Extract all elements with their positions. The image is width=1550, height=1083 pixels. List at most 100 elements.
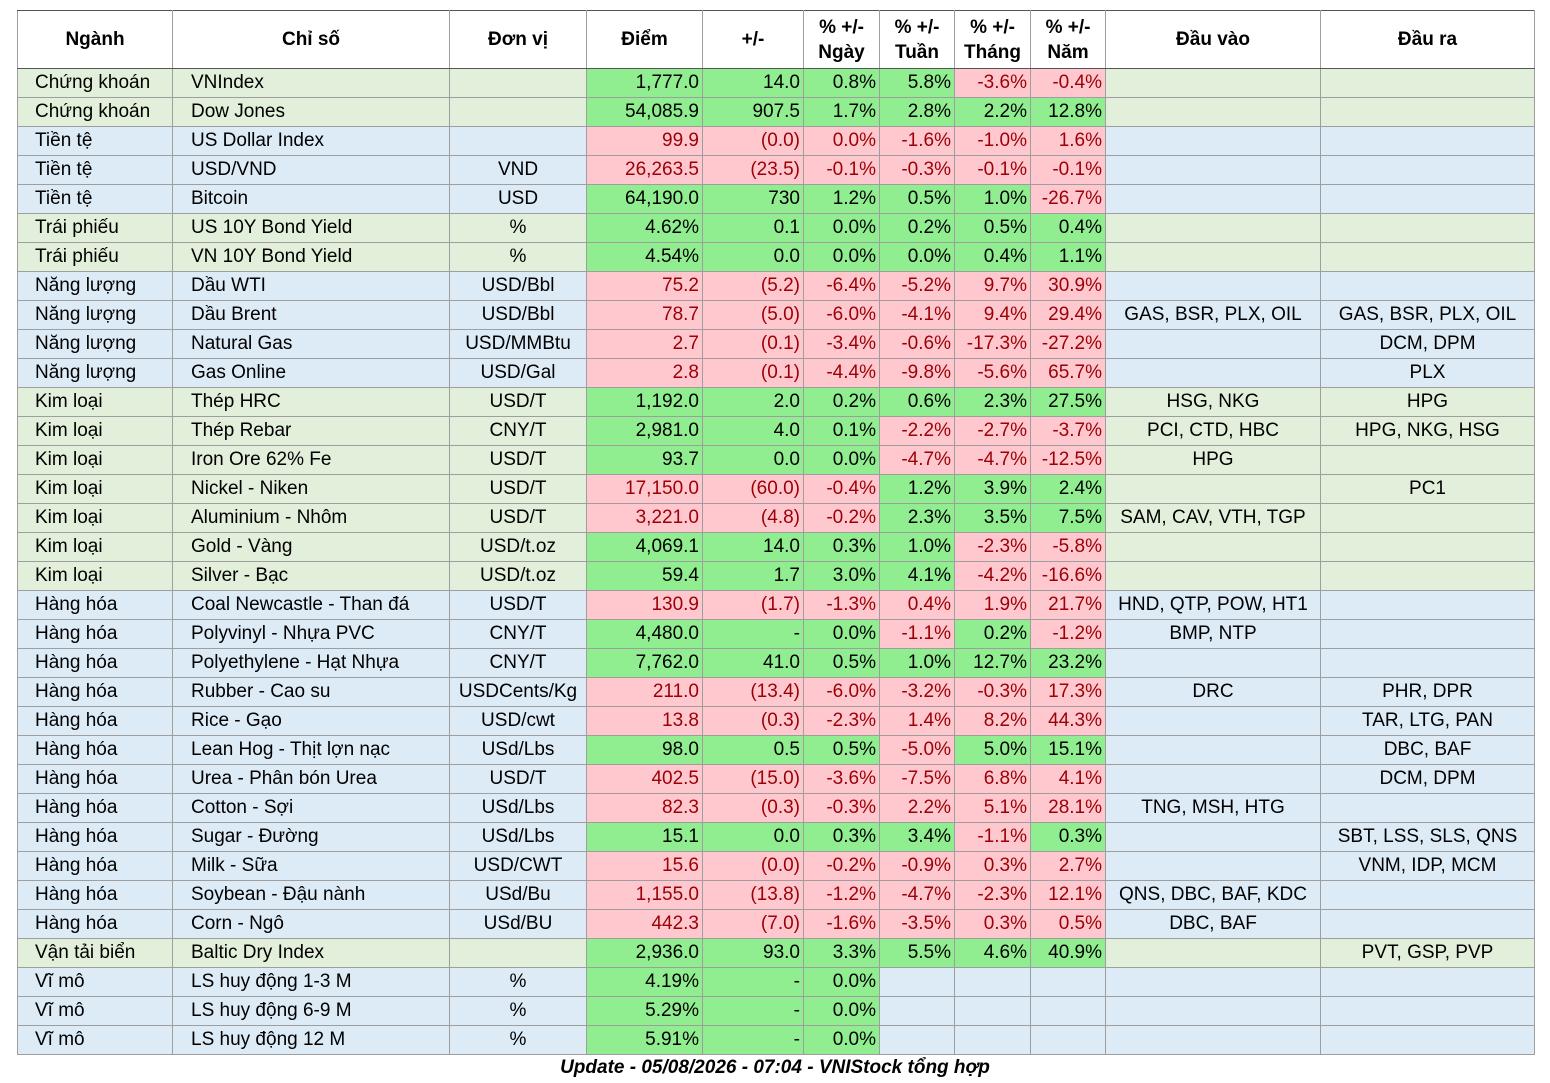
cell-index: Bitcoin <box>172 184 450 214</box>
cell-input: SAM, CAV, VTH, TGP <box>1105 503 1321 533</box>
cell-day: 3.0% <box>803 561 880 591</box>
header-pct-week: % +/- Tuần <box>879 10 955 69</box>
cell-unit: USD/Bbl <box>449 300 587 330</box>
cell-output <box>1320 242 1535 272</box>
header-pct-day: % +/- Ngày <box>803 10 880 69</box>
cell-month: 8.2% <box>954 706 1031 736</box>
cell-month: 0.3% <box>954 851 1031 881</box>
cell-output: PVT, GSP, PVP <box>1320 938 1535 968</box>
header-index: Chỉ số <box>172 10 450 69</box>
table-row: Năng lượng Natural Gas USD/MMBtu 2.7 (0.1) -3… <box>17 329 1535 359</box>
cell-unit: % <box>449 1025 587 1055</box>
cell-day: -6.4% <box>803 271 880 301</box>
cell-point: 2,981.0 <box>586 416 703 446</box>
cell-year: 15.1% <box>1030 735 1106 765</box>
cell-month: 2.3% <box>954 387 1031 417</box>
cell-output <box>1320 561 1535 591</box>
cell-change: - <box>702 1025 804 1055</box>
cell-day: -0.3% <box>803 793 880 823</box>
cell-year: 2.7% <box>1030 851 1106 881</box>
cell-change: (0.1) <box>702 358 804 388</box>
cell-unit: % <box>449 213 587 243</box>
cell-unit: USD/CWT <box>449 851 587 881</box>
cell-point: 442.3 <box>586 909 703 939</box>
cell-change: (4.8) <box>702 503 804 533</box>
cell-month: 9.4% <box>954 300 1031 330</box>
cell-change: (60.0) <box>702 474 804 504</box>
cell-year: -26.7% <box>1030 184 1106 214</box>
cell-output <box>1320 68 1535 98</box>
cell-week: 0.6% <box>879 387 955 417</box>
table-row: Hàng hóa Rice - Gạo USD/cwt 13.8 (0.3) -2.3% 1… <box>17 706 1535 736</box>
cell-output <box>1320 184 1535 214</box>
cell-point: 3,221.0 <box>586 503 703 533</box>
header-output: Đầu ra <box>1320 10 1535 69</box>
cell-day: 0.5% <box>803 735 880 765</box>
cell-input <box>1105 967 1321 997</box>
cell-output: PHR, DPR <box>1320 677 1535 707</box>
cell-month: -4.2% <box>954 561 1031 591</box>
cell-change: (5.2) <box>702 271 804 301</box>
table-row: Hàng hóa Rubber - Cao su USDCents/Kg 211.0(… <box>17 677 1535 707</box>
cell-month: 0.4% <box>954 242 1031 272</box>
cell-index: Rice - Gạo <box>172 706 450 736</box>
header-change: +/- <box>702 10 804 69</box>
cell-sector: Hàng hóa <box>17 793 173 823</box>
cell-unit: USD/T <box>449 474 587 504</box>
cell-week: -0.9% <box>879 851 955 881</box>
cell-month <box>954 967 1031 997</box>
header-point: Điểm <box>586 10 703 69</box>
cell-change: 2.0 <box>702 387 804 417</box>
table-row: Tiền tệ USD/VND VND 26,263.5 (23.5) -0.1% -0.3… <box>17 155 1535 185</box>
cell-point: 64,190.0 <box>586 184 703 214</box>
cell-input: HSG, NKG <box>1105 387 1321 417</box>
table-row: Hàng hóa Milk - Sữa USD/CWT 15.6 (0.0) -0.2% -… <box>17 851 1535 881</box>
cell-sector: Chứng khoán <box>17 97 173 127</box>
cell-input: TNG, MSH, HTG <box>1105 793 1321 823</box>
table-row: Vĩ mô LS huy động 1-3 M% 4.19% -0.0% <box>17 967 1535 997</box>
cell-point: 59.4 <box>586 561 703 591</box>
cell-input <box>1105 764 1321 794</box>
cell-index: Rubber - Cao su <box>172 677 450 707</box>
cell-year <box>1030 996 1106 1026</box>
cell-point: 98.0 <box>586 735 703 765</box>
cell-day: 0.0% <box>803 242 880 272</box>
cell-day: -1.6% <box>803 909 880 939</box>
cell-index: LS huy động 12 M <box>172 1025 450 1055</box>
cell-sector: Kim loại <box>17 416 173 446</box>
cell-sector: Tiền tệ <box>17 155 173 185</box>
cell-unit: CNY/T <box>449 619 587 649</box>
cell-index: Dầu Brent <box>172 300 450 330</box>
cell-input <box>1105 532 1321 562</box>
cell-index: VN 10Y Bond Yield <box>172 242 450 272</box>
cell-day: -0.4% <box>803 474 880 504</box>
table-row: Hàng hóa Polyethylene - Hạt Nhựa CNY/T 7,76… <box>17 648 1535 678</box>
cell-year: 30.9% <box>1030 271 1106 301</box>
table-row: Vĩ mô LS huy động 6-9 M% 5.29% -0.0% <box>17 996 1535 1026</box>
cell-output <box>1320 996 1535 1026</box>
cell-year: 28.1% <box>1030 793 1106 823</box>
cell-year: 1.1% <box>1030 242 1106 272</box>
cell-week: -5.2% <box>879 271 955 301</box>
cell-day: 0.3% <box>803 532 880 562</box>
cell-year: 27.5% <box>1030 387 1106 417</box>
header-input: Đầu vào <box>1105 10 1321 69</box>
cell-day: 0.5% <box>803 648 880 678</box>
cell-sector: Hàng hóa <box>17 677 173 707</box>
cell-year: -12.5% <box>1030 445 1106 475</box>
cell-unit: USD/T <box>449 764 587 794</box>
cell-index: Sugar - Đường <box>172 822 450 852</box>
cell-point: 5.29% <box>586 996 703 1026</box>
cell-point: 93.7 <box>586 445 703 475</box>
cell-year <box>1030 967 1106 997</box>
cell-index: Natural Gas <box>172 329 450 359</box>
cell-index: US Dollar Index <box>172 126 450 156</box>
cell-index: Aluminium - Nhôm <box>172 503 450 533</box>
cell-point: 99.9 <box>586 126 703 156</box>
cell-output: DCM, DPM <box>1320 764 1535 794</box>
cell-sector: Hàng hóa <box>17 619 173 649</box>
cell-index: Milk - Sữa <box>172 851 450 881</box>
cell-input <box>1105 184 1321 214</box>
table-row: Chứng khoán VNIndex 1,777.0 14.0 0.8% 5.8% -3.… <box>17 68 1535 98</box>
cell-sector: Năng lượng <box>17 329 173 359</box>
